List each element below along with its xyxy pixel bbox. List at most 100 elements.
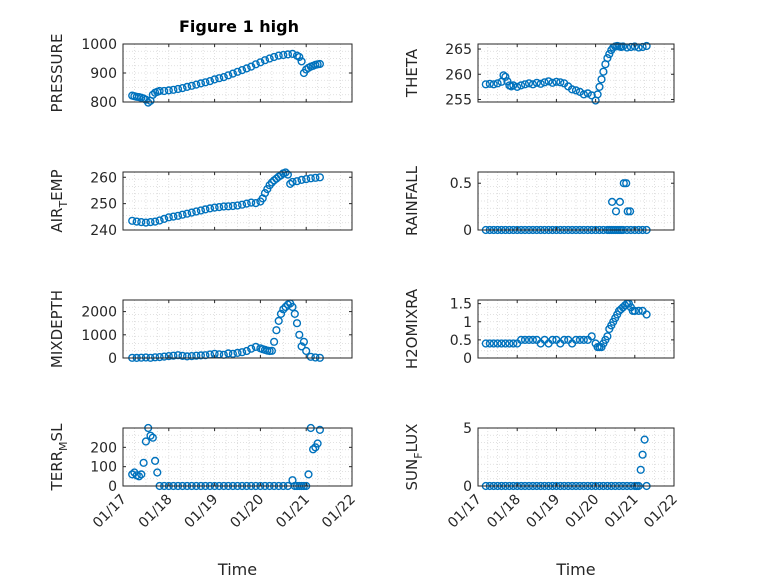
- data-point: [210, 203, 219, 212]
- data-point: [297, 57, 306, 66]
- data-point: [228, 201, 238, 211]
- data-point: [151, 456, 160, 466]
- data-point: [302, 175, 311, 184]
- x-tick-label: 01/21: [273, 492, 313, 532]
- data-point: [148, 433, 157, 442]
- data-point: [288, 302, 297, 312]
- data-point: [137, 470, 146, 479]
- axes-box: [477, 299, 675, 359]
- data-point: [560, 335, 569, 345]
- data-point: [286, 179, 295, 189]
- data-point: [205, 76, 215, 86]
- data-point: [618, 42, 628, 51]
- data-point: [567, 85, 577, 94]
- data-point: [497, 339, 506, 348]
- data-point: [540, 78, 549, 87]
- data-point: [505, 339, 514, 348]
- data-point: [499, 71, 508, 80]
- y-axis-label: AIRTEMP: [48, 169, 70, 232]
- data-point: [630, 42, 639, 51]
- data-point: [593, 90, 602, 99]
- data-point: [141, 437, 151, 446]
- data-point: [622, 179, 631, 188]
- data-point: [219, 202, 228, 211]
- data-point: [160, 86, 169, 96]
- subplot-sun-flux: 01/17 01/18 01/19 01/20 01/21 01/22 0 5 SUNFLUX T…: [403, 421, 681, 579]
- data-point: [279, 50, 288, 60]
- data-point: [532, 78, 541, 87]
- data-point: [144, 98, 153, 107]
- data-point: [146, 218, 155, 227]
- axes-box: [122, 299, 353, 359]
- data-point: [173, 211, 183, 220]
- data-point: [233, 201, 242, 210]
- data-point: [128, 216, 137, 225]
- data-point: [513, 82, 522, 92]
- data-point: [260, 56, 270, 65]
- subplot-terr-msl: 01/17 01/18 01/19 01/20 01/21 01/22 0 100 200 TER…: [48, 423, 359, 579]
- data-point: [583, 89, 592, 98]
- y-tick-label: 100: [90, 460, 117, 476]
- subplot-mixdepth: 0 1000 2000 MIXDEPTH: [48, 290, 353, 368]
- data-point: [599, 67, 608, 76]
- data-point: [238, 65, 247, 75]
- data-point: [224, 71, 233, 80]
- series: [481, 41, 651, 105]
- data-point: [571, 86, 581, 95]
- data-point: [528, 335, 538, 345]
- axes-box: [477, 171, 675, 231]
- subplot-h2omixra: 0 0.5 1 1.5 H2OMIXRA: [403, 288, 675, 369]
- y-tick-label: 800: [90, 95, 117, 111]
- data-point: [187, 81, 196, 90]
- data-point: [169, 212, 178, 221]
- data-point: [134, 472, 144, 481]
- data-point: [274, 316, 283, 326]
- data-point: [297, 175, 306, 185]
- figure-title: Figure 1 high: [179, 17, 299, 36]
- data-point: [292, 177, 302, 186]
- data-point: [548, 78, 557, 87]
- axes-box: [477, 43, 675, 103]
- data-point: [183, 82, 192, 92]
- data-point: [481, 80, 490, 89]
- data-point: [201, 205, 210, 214]
- y-tick-label: 1000: [81, 37, 117, 53]
- data-point: [642, 310, 651, 319]
- data-point: [571, 335, 581, 345]
- data-point: [295, 330, 304, 339]
- x-tick-label: 01/17: [90, 492, 130, 532]
- data-point: [251, 342, 260, 352]
- subplot-pressure: 800 900 1000 PRESSURE: [48, 34, 353, 112]
- data-point: [228, 69, 238, 78]
- x-tick-label: 01/18: [484, 492, 524, 532]
- data-point: [178, 351, 187, 361]
- data-point: [160, 214, 169, 224]
- data-point: [224, 202, 233, 211]
- y-tick-label: 1: [463, 315, 472, 331]
- grid: [122, 43, 353, 103]
- x-tick-label: 01/17: [445, 492, 485, 532]
- data-point: [587, 332, 596, 341]
- data-point: [283, 50, 293, 59]
- series: [128, 168, 325, 227]
- data-point: [210, 75, 219, 84]
- data-point: [196, 206, 206, 215]
- data-point: [489, 80, 498, 89]
- data-point: [155, 353, 164, 362]
- data-point: [178, 83, 187, 93]
- y-axis-label: THETA: [403, 48, 421, 98]
- data-point: [524, 335, 534, 345]
- x-tick-label: 01/20: [227, 492, 267, 532]
- y-axis-label: RAINFALL: [403, 165, 421, 236]
- data-point: [164, 86, 173, 95]
- data-point: [238, 348, 247, 357]
- x-tick-label: 01/19: [523, 492, 563, 532]
- data-point: [605, 49, 614, 59]
- data-point: [304, 470, 313, 479]
- data-point: [575, 335, 585, 345]
- data-point: [516, 335, 526, 345]
- data-point: [536, 79, 545, 88]
- data-point: [183, 209, 192, 218]
- data-point: [260, 189, 270, 198]
